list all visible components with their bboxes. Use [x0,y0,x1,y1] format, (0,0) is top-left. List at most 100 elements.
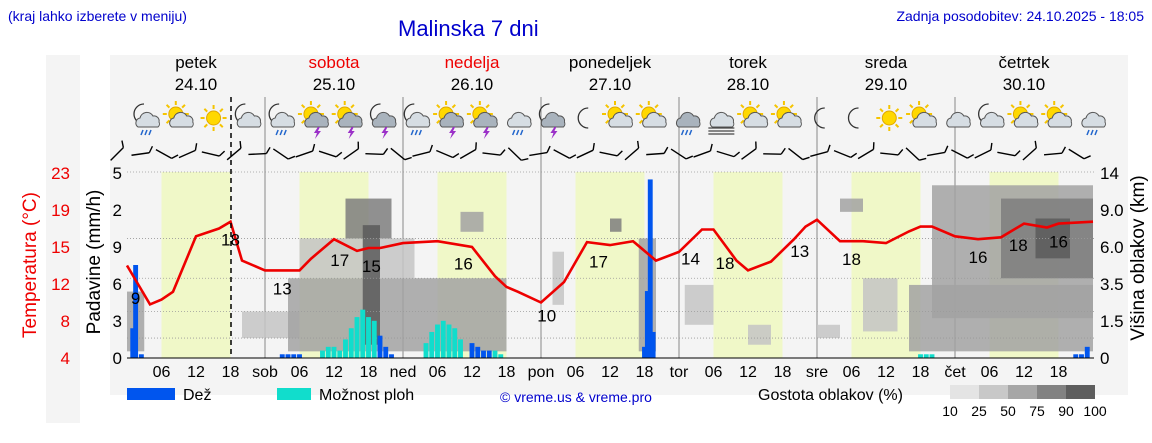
cloud-icon [946,111,971,128]
day-name: sreda [865,53,908,72]
rain-bar [279,354,285,358]
barb-shaft [529,151,548,157]
barb-feather [850,152,858,158]
shower-bar [446,324,452,358]
cloud-shape [743,111,769,128]
temp-tick: 15 [51,238,70,257]
cloud-block [460,211,484,232]
rain-bar [383,346,389,358]
barb-shaft [599,151,618,157]
day-date: 28.10 [727,75,770,94]
moon-icon [814,107,825,129]
density-step: 25 [971,403,987,419]
temp-tick: 12 [51,275,70,294]
wind-barb [716,150,741,158]
sun-ray [740,119,745,124]
rain-drop [144,129,148,136]
sun-ray [924,104,929,109]
cloud-block [863,278,898,332]
location-hint[interactable]: (kraj lahko izberete v meniju) [8,8,187,24]
barb-feather [709,143,713,152]
showers-swatch [277,388,311,400]
wind-barb [412,144,434,157]
barb-shaft [951,149,968,159]
left-gutter [46,55,80,423]
day-date: 27.10 [589,75,632,94]
cloud-block [552,251,564,305]
barb-feather [499,149,506,156]
hour-tick: 18 [222,364,240,381]
precip-tick: 5 [113,164,122,183]
cloud-tick: 9.0 [1100,201,1124,220]
barb-shaft [1068,148,1085,160]
barb-shaft [507,147,522,161]
hour-tick: 18 [912,364,930,381]
wind-barb [553,149,577,159]
temp-tick: 23 [51,164,70,183]
day-abbr: sre [806,364,828,381]
barb-shaft [272,148,289,160]
cloud-shape [405,111,431,128]
barb-feather [265,146,271,154]
barb-feather [1014,150,1021,157]
sun-cloud-icon [162,101,194,128]
wind-barb [507,147,529,161]
barb-shaft [201,151,220,157]
rain-bar [377,335,383,358]
sun-cloud-icon [635,101,667,128]
sun-ray [165,119,171,124]
wind-barb [459,142,477,160]
barb-shaft [155,149,173,159]
day-date: 29.10 [865,75,908,94]
temp-label: 17 [330,251,349,270]
sun-ray [909,104,914,109]
rain-bar [291,354,297,358]
wind-barb [295,143,316,158]
barb-feather [429,144,434,153]
sun-ray [620,104,625,109]
rain-bar [644,291,650,358]
barb-feather [944,145,949,153]
wind-barb [110,140,125,161]
hour-tick: 12 [463,364,481,381]
rain-bar [642,346,647,358]
moon-shape [814,107,825,129]
barb-feather [1034,140,1037,149]
wind-barb [226,140,242,161]
temp-label: 13 [790,242,809,261]
moon-rain-icon [403,103,431,136]
barb-feather [357,141,360,149]
sun-ray [301,104,306,109]
precip-tick: 6 [113,275,122,294]
day-abbr: čet [944,364,966,381]
rain-bar [285,354,291,358]
rain-drop [283,129,287,136]
temp-label: 18 [842,250,861,269]
sun-ray [638,104,644,109]
cloud-shape [135,111,160,128]
sun-ray [485,104,490,109]
barb-shaft [576,149,594,159]
cloud-shape [338,111,363,128]
barb-shaft [741,148,757,160]
sun-disc [206,110,222,126]
cloud-shape [473,111,498,128]
barb-shaft [927,151,945,157]
barb-shaft [788,147,804,161]
rain-bar [650,331,656,358]
sun-cloud-icon [737,101,769,128]
barb-feather [636,140,640,149]
cloud-tick: 0 [1100,349,1109,368]
cloud-tick: 3.5 [1100,275,1124,294]
cloud-block [362,225,380,345]
sun-disc [881,110,897,126]
density-swatch [1037,385,1066,399]
temp-label: 15 [362,257,381,276]
shower-bars [320,309,935,358]
source-credit: © vreme.us & vreme.pro [500,389,652,405]
sun-ray [203,123,208,128]
rain-drop [515,129,520,136]
shower-bar [343,339,348,358]
rain-drop [275,129,279,136]
temp-label: 13 [273,279,292,298]
